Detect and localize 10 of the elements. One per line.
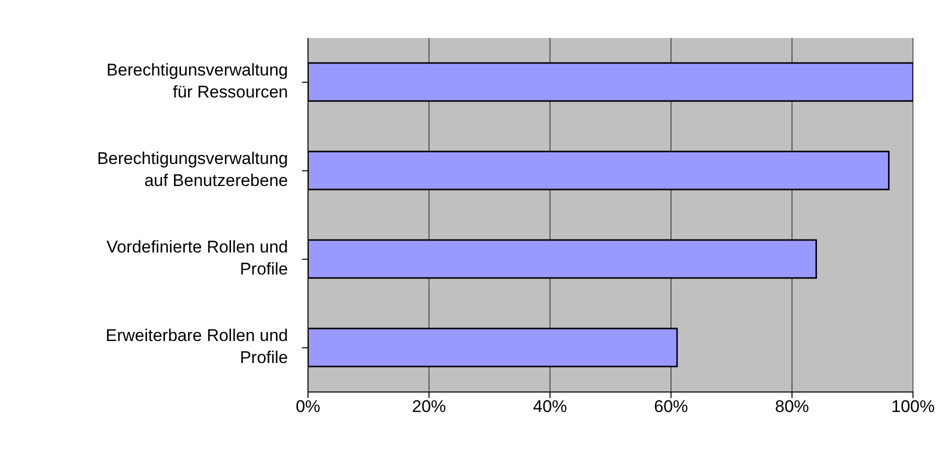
x-tick-label: 20% [412,397,446,416]
y-tick-label: Berechtigungsverwaltung auf Benutzerebene [97,149,288,190]
x-tick-label: 100% [891,397,935,416]
x-tick-label: 40% [532,397,568,416]
x-tick-label: 0% [296,397,320,416]
x-tick-label: 60% [654,397,688,416]
y-tick-label: Berechtigunsverwaltung für Ressourcen [106,60,288,102]
y-tick-label: Vordefinierte Rollen und Profile [106,238,288,279]
x-tick-label: 80% [774,397,810,416]
y-tick-label: Erweiterbare Rollen und Profile [106,326,288,368]
